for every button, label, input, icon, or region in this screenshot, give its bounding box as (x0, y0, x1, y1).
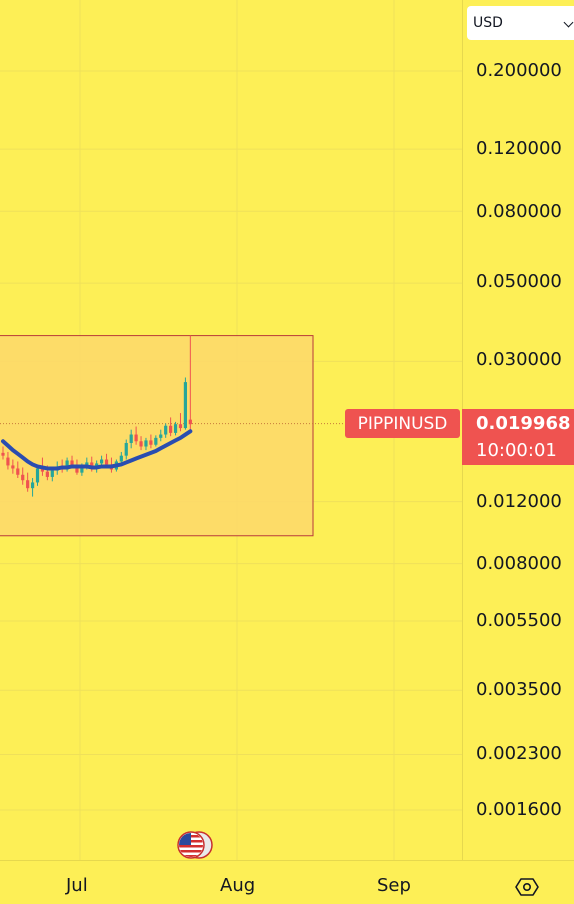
candle (30, 478, 35, 497)
candle-body (40, 468, 45, 472)
candle-body (30, 482, 35, 489)
price-tick-label: 0.001600 (476, 799, 562, 820)
candle-body (80, 466, 84, 473)
candle-body (188, 419, 192, 425)
candle-body (21, 474, 25, 481)
candle (21, 467, 25, 485)
candle-body (139, 441, 143, 447)
symbol-tag: PIPPINUSD (345, 409, 460, 438)
candle-body (104, 459, 109, 465)
candle (139, 436, 143, 451)
highlight-rectangle[interactable] (0, 335, 314, 537)
price-tick-label: 0.002300 (476, 743, 562, 764)
candle-body (149, 440, 153, 445)
candle (188, 335, 192, 433)
candle (178, 413, 183, 432)
candle (183, 377, 188, 430)
candle (124, 439, 128, 460)
price-tick-label: 0.080000 (476, 201, 562, 222)
candle-body (169, 425, 173, 433)
time-tick-label: Aug (220, 875, 256, 896)
moving-average-line (1, 429, 193, 471)
candle (154, 435, 158, 447)
candle-body (173, 424, 178, 433)
candle-body (183, 382, 188, 429)
candle (169, 417, 173, 437)
candle-body (11, 465, 15, 469)
candle (164, 423, 168, 438)
settings-icon[interactable] (514, 876, 540, 898)
candle (134, 426, 138, 445)
price-tick-label: 0.005500 (476, 610, 562, 631)
chart-plot[interactable] (0, 0, 462, 860)
last-price-badge: 0.019968 10:00:01 (462, 409, 574, 465)
candle-body (129, 434, 133, 443)
candle-body (35, 468, 40, 483)
candle-body (70, 460, 74, 466)
candle (16, 461, 20, 479)
candle-body (45, 471, 49, 477)
price-tick-label: 0.050000 (476, 271, 562, 292)
time-tick-label: Jul (66, 875, 88, 896)
candle-body (159, 434, 163, 438)
us-flag-icon[interactable] (177, 831, 213, 859)
currency-select-value: USD (473, 15, 503, 31)
candle-body (6, 457, 10, 466)
time-axis[interactable] (0, 860, 574, 904)
candle-body (100, 459, 104, 464)
price-tick-label: 0.030000 (476, 349, 562, 370)
candle-body (178, 424, 183, 429)
price-tick-label: 0.008000 (476, 553, 562, 574)
candle-body (75, 465, 79, 473)
price-tick-label: 0.003500 (476, 679, 562, 700)
time-tick-label: Sep (377, 875, 411, 896)
bar-countdown: 10:00:01 (476, 440, 557, 461)
candle (144, 437, 148, 451)
price-tick-label: 0.012000 (476, 491, 562, 512)
candle-body (65, 460, 69, 470)
candle-body (154, 437, 158, 445)
candle (129, 429, 133, 449)
candle-body (50, 470, 54, 477)
price-tick-label: 0.120000 (476, 138, 562, 159)
candle-body (124, 442, 128, 456)
candle-body (26, 480, 30, 489)
candle-body (16, 468, 20, 475)
currency-select[interactable]: USD (467, 6, 574, 40)
last-price-value: 0.019968 (476, 413, 571, 434)
candle (11, 459, 15, 474)
candle (173, 421, 178, 436)
candle (6, 451, 10, 470)
candle (26, 472, 30, 492)
candle-body (85, 462, 89, 467)
candle-body (164, 425, 168, 435)
candle-body (134, 434, 138, 442)
candle (149, 434, 153, 449)
price-tick-label: 0.200000 (476, 60, 562, 81)
candle (35, 465, 40, 486)
candle-body (119, 455, 123, 462)
candle (159, 429, 163, 442)
candle-body (1, 452, 5, 456)
chevron-down-icon (563, 17, 574, 28)
candle-body (144, 440, 148, 447)
candle (1, 446, 5, 460)
